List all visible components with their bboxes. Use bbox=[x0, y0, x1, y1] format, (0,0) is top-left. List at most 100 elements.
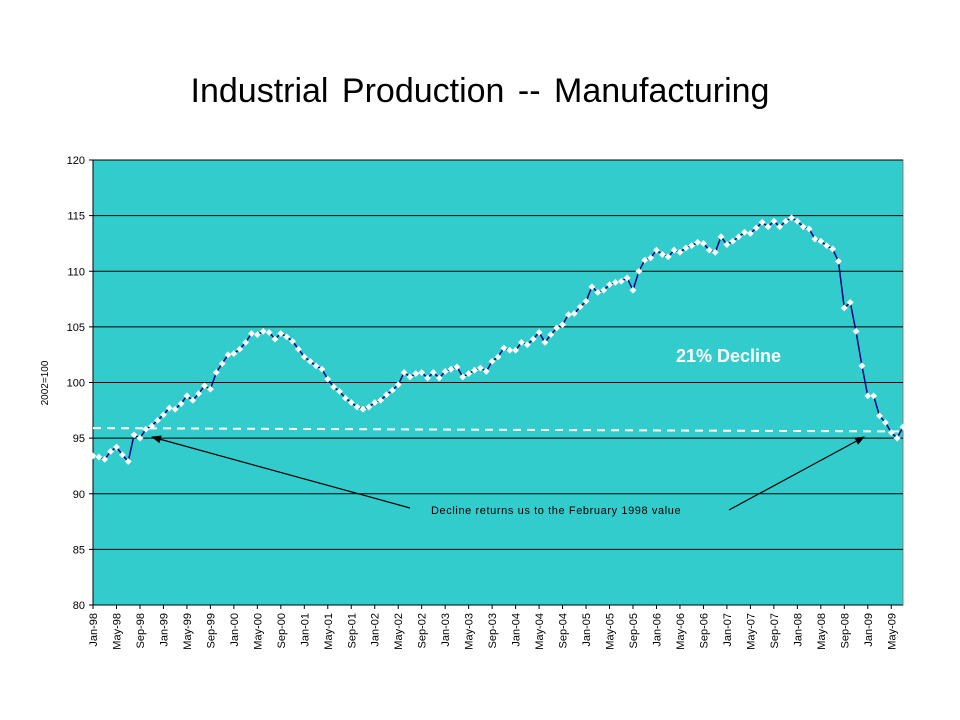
data-point bbox=[435, 374, 443, 382]
data-point bbox=[740, 228, 749, 236]
x-tick-label: May-09 bbox=[886, 613, 898, 650]
data-point bbox=[124, 457, 132, 466]
data-point bbox=[600, 286, 608, 294]
data-point bbox=[359, 405, 367, 413]
data-point bbox=[101, 455, 109, 463]
x-tick-label: May-03 bbox=[464, 613, 476, 650]
x-tick-label: Jan-99 bbox=[158, 613, 170, 647]
data-point bbox=[306, 357, 314, 365]
data-point bbox=[130, 431, 138, 439]
data-point bbox=[764, 223, 772, 231]
gridlines bbox=[89, 159, 903, 606]
x-tick-label: May-98 bbox=[111, 613, 123, 650]
y-tick-label: 105 bbox=[67, 322, 85, 334]
data-point bbox=[758, 218, 766, 226]
x-tick-label: Sep-04 bbox=[558, 613, 570, 648]
callout-arrow-right bbox=[728, 436, 865, 511]
x-tick-label: Jan-01 bbox=[299, 613, 311, 647]
data-point bbox=[107, 447, 115, 456]
data-point bbox=[382, 391, 391, 399]
data-point bbox=[881, 418, 889, 427]
data-point bbox=[453, 363, 461, 371]
x-tick-labels: Jan-98 May-98 Sep-98 Jan-99 May-99 Sep-99 Jan-… bbox=[88, 605, 898, 650]
data-point bbox=[289, 337, 297, 345]
data-point bbox=[617, 277, 625, 285]
data-point bbox=[699, 239, 707, 247]
data-point bbox=[553, 324, 561, 332]
data-point bbox=[805, 225, 813, 233]
data-point bbox=[494, 353, 502, 361]
data-point bbox=[324, 375, 332, 383]
data-point bbox=[212, 368, 220, 377]
data-point bbox=[253, 331, 261, 339]
data-point bbox=[283, 333, 291, 341]
data-point bbox=[799, 223, 807, 231]
data-point bbox=[200, 382, 209, 390]
y-tick-label: 115 bbox=[67, 211, 85, 223]
reference-line-feb-1998 bbox=[92, 427, 904, 433]
data-point bbox=[189, 396, 197, 404]
data-point bbox=[177, 400, 185, 408]
x-tick-label: Sep-99 bbox=[205, 613, 217, 648]
data-point bbox=[664, 253, 672, 261]
data-point bbox=[787, 214, 796, 222]
data-point bbox=[899, 423, 907, 431]
x-tick-label: May-00 bbox=[252, 613, 264, 650]
data-point bbox=[136, 434, 144, 442]
y-tick-label: 85 bbox=[73, 544, 85, 556]
y-tick-label: 90 bbox=[73, 489, 85, 501]
data-point bbox=[165, 404, 173, 412]
data-point bbox=[465, 370, 473, 378]
x-tick-label: Sep-05 bbox=[628, 613, 640, 648]
data-point bbox=[412, 370, 420, 378]
data-point bbox=[476, 364, 484, 372]
data-point bbox=[482, 367, 490, 375]
axes bbox=[92, 160, 903, 606]
data-point bbox=[294, 345, 302, 353]
data-point bbox=[564, 311, 572, 319]
data-point bbox=[523, 341, 531, 349]
x-tick-label: Jan-04 bbox=[511, 613, 523, 647]
data-point bbox=[206, 385, 214, 393]
data-point bbox=[95, 453, 103, 461]
data-point bbox=[723, 240, 731, 249]
y-tick-label: 100 bbox=[67, 378, 85, 390]
x-tick-label: Jan-09 bbox=[863, 613, 875, 647]
data-point bbox=[676, 248, 684, 256]
x-tick-label: May-07 bbox=[745, 613, 757, 650]
x-tick-label: May-04 bbox=[534, 613, 546, 650]
data-point bbox=[183, 392, 191, 400]
data-point bbox=[682, 244, 690, 252]
data-point bbox=[658, 251, 666, 259]
x-tick-label: May-02 bbox=[393, 613, 405, 650]
data-point bbox=[582, 297, 590, 305]
data-point bbox=[224, 351, 232, 359]
data-point bbox=[247, 329, 256, 338]
x-tick-label: Sep-98 bbox=[135, 613, 147, 648]
data-point bbox=[154, 416, 162, 424]
data-point bbox=[441, 367, 449, 375]
data-point bbox=[424, 374, 432, 382]
data-point bbox=[118, 451, 126, 459]
data-point bbox=[559, 321, 567, 329]
data-point bbox=[846, 298, 854, 306]
x-tick-label: Sep-08 bbox=[839, 613, 851, 648]
data-point bbox=[406, 373, 414, 381]
data-point bbox=[242, 338, 250, 347]
x-tick-label: Sep-07 bbox=[769, 613, 781, 648]
x-tick-label: Sep-01 bbox=[346, 613, 358, 648]
y-tick-label: 120 bbox=[67, 155, 85, 167]
y-tick-labels: 80 85 90 95 100 105 110 115 120 bbox=[67, 155, 85, 612]
data-point bbox=[893, 434, 901, 442]
data-point bbox=[688, 242, 696, 250]
data-point bbox=[817, 237, 825, 245]
x-tick-label: Sep-03 bbox=[487, 613, 499, 648]
data-point bbox=[447, 365, 455, 373]
data-point bbox=[377, 396, 385, 404]
data-point bbox=[112, 443, 121, 451]
data-point bbox=[371, 398, 379, 407]
data-point bbox=[365, 403, 373, 411]
x-tick-label: Sep-00 bbox=[276, 613, 288, 648]
data-point bbox=[512, 346, 520, 354]
